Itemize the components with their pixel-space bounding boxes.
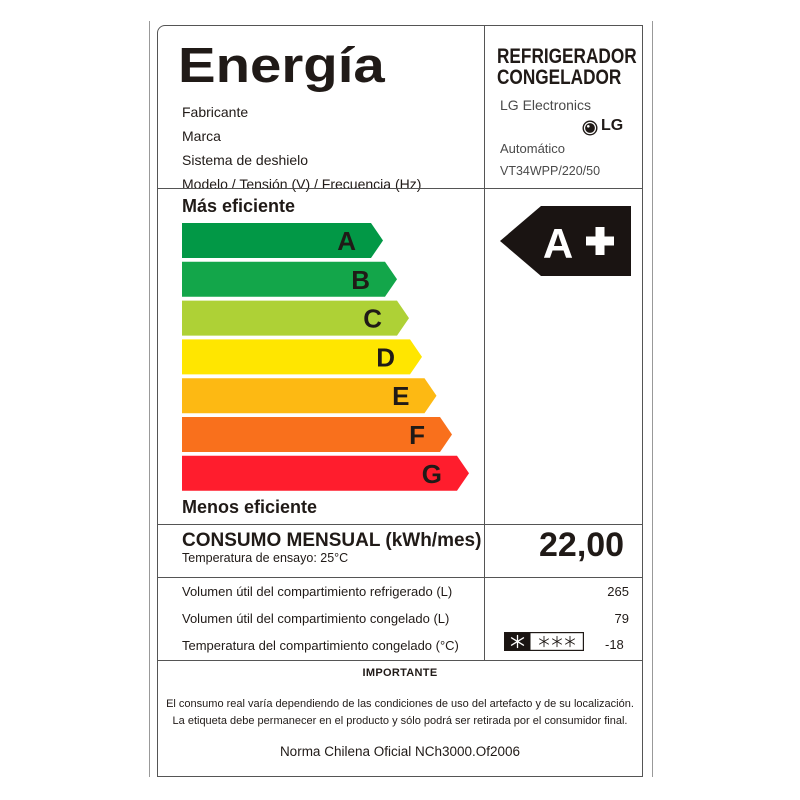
svg-text:D: D [376,342,395,372]
svg-text:C: C [363,304,382,334]
svg-text:G: G [422,459,442,489]
svg-text:F: F [409,420,425,450]
svg-text:E: E [392,381,409,411]
svg-text:A: A [543,220,573,267]
svg-text:A: A [337,226,356,256]
svg-text:B: B [351,265,370,295]
